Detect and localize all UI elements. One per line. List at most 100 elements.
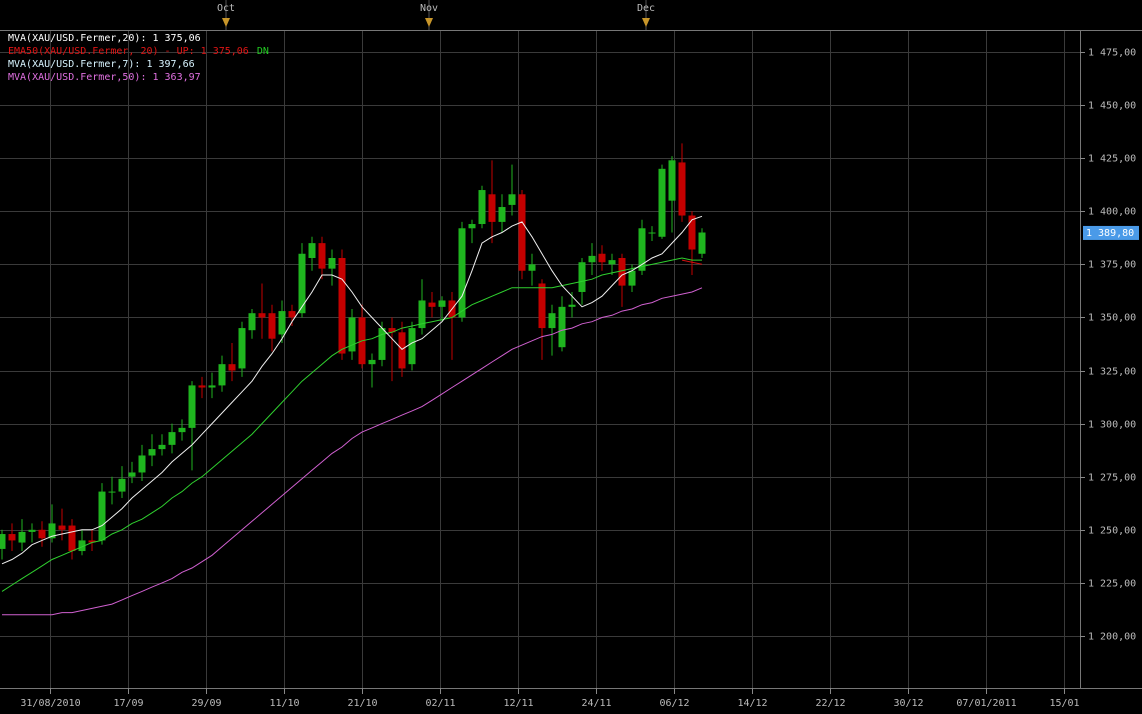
candle-body	[188, 385, 196, 428]
ma-line	[1, 257, 702, 592]
candle-body	[328, 258, 336, 269]
candle-body	[678, 162, 686, 216]
candle-body	[258, 313, 266, 318]
last-price-tag	[1083, 225, 1139, 240]
x-tick-label: 02/11	[425, 698, 455, 709]
legend-entry: MVA(XAU/USD.Fermer,7): 1 397,66	[8, 59, 195, 70]
candle-body	[398, 332, 406, 369]
legend-entry: MVA(XAU/USD.Fermer,50): 1 363,97	[8, 72, 201, 83]
candle-body	[518, 194, 526, 271]
candle-body	[208, 385, 216, 388]
candle-body	[558, 306, 566, 348]
grid	[0, 0, 1085, 694]
ma-line	[2, 287, 703, 616]
candle-body	[118, 478, 126, 492]
candle-body	[628, 270, 636, 286]
month-marker	[642, 18, 650, 27]
y-tick-label: 1 350,00	[1088, 313, 1136, 324]
x-tick-label: 29/09	[191, 698, 221, 709]
candle-body	[458, 228, 466, 318]
candle-body	[148, 449, 156, 456]
last-price-label: 1 389,80	[1086, 228, 1134, 239]
candle-body	[288, 311, 296, 318]
candle-body	[228, 364, 236, 371]
y-tick-label: 1 425,00	[1088, 154, 1136, 165]
x-tick-label: 07/01/2011	[956, 698, 1016, 709]
month-label: Dec	[637, 3, 655, 14]
ma-line	[681, 259, 703, 265]
ma-line	[1, 215, 703, 565]
y-tick-label: 1 200,00	[1088, 632, 1136, 643]
month-marker	[222, 18, 230, 27]
candle-body	[698, 232, 706, 254]
candle-body	[438, 300, 446, 307]
candle-body	[538, 283, 546, 329]
candle-body	[268, 313, 276, 339]
candle-body	[568, 304, 576, 307]
candle-body	[138, 455, 146, 473]
x-tick-label: 24/11	[581, 698, 611, 709]
month-label: Oct	[217, 3, 235, 14]
legend-entry: MVA(XAU/USD.Fermer,20): 1 375,06	[8, 33, 201, 44]
candle-body	[598, 253, 606, 263]
candle-body	[508, 194, 516, 205]
candle-body	[28, 529, 36, 532]
candle-body	[178, 427, 186, 433]
candle-body	[668, 160, 676, 201]
candle-body	[658, 168, 666, 237]
candle-body	[88, 540, 96, 543]
candle-body	[38, 529, 46, 539]
candle-body	[498, 207, 506, 222]
candle-body	[318, 243, 326, 269]
candle-body	[388, 328, 396, 333]
x-tick-label: 14/12	[737, 698, 767, 709]
candle-body	[78, 540, 86, 552]
candle-body	[468, 224, 476, 229]
candle-body	[18, 531, 26, 543]
candle-body	[0, 534, 6, 549]
candle-body	[378, 328, 386, 360]
y-tick-label: 1 225,00	[1088, 579, 1136, 590]
y-tick-label: 1 450,00	[1088, 101, 1136, 112]
legend-status: DN	[257, 46, 269, 57]
legend-entry: EMA50(XAU/USD.Fermer, 20) - UP: 1 375,06	[8, 46, 249, 57]
candle-body	[618, 258, 626, 286]
candle-body	[238, 328, 246, 369]
y-tick-label: 1 400,00	[1088, 207, 1136, 218]
y-tick-label: 1 300,00	[1088, 420, 1136, 431]
candle-body	[478, 190, 486, 225]
candle-body	[58, 525, 66, 530]
plot	[0, 143, 706, 616]
candle-body	[168, 432, 176, 445]
candle-body	[8, 534, 16, 541]
x-tick-label: 30/12	[893, 698, 923, 709]
candle-body	[588, 255, 596, 263]
candle-body	[408, 328, 416, 365]
candle-body	[108, 491, 116, 493]
candle-body	[98, 491, 106, 541]
y-tick-label: 1 375,00	[1088, 260, 1136, 271]
x-tick-label: 06/12	[659, 698, 689, 709]
x-tick-label: 22/12	[815, 698, 845, 709]
candle-body	[418, 300, 426, 329]
x-tick-label: 31/08/2010	[20, 698, 80, 709]
candle-body	[528, 264, 536, 271]
candle-body	[578, 262, 586, 292]
candle-body	[648, 232, 656, 234]
x-tick-label: 15/01	[1049, 698, 1079, 709]
candle-body	[128, 472, 136, 477]
y-tick-label: 1 475,00	[1088, 48, 1136, 59]
y-tick-label: 1 275,00	[1088, 473, 1136, 484]
x-tick-label: 11/10	[269, 698, 299, 709]
candle-body	[308, 243, 316, 258]
candle-body	[428, 302, 436, 307]
candle-body	[688, 215, 696, 250]
x-tick-label: 21/10	[347, 698, 377, 709]
x-tick-label: 17/09	[113, 698, 143, 709]
candle-body	[248, 313, 256, 331]
candle-body	[298, 253, 306, 314]
month-marker	[425, 18, 433, 27]
candle-body	[278, 311, 286, 335]
